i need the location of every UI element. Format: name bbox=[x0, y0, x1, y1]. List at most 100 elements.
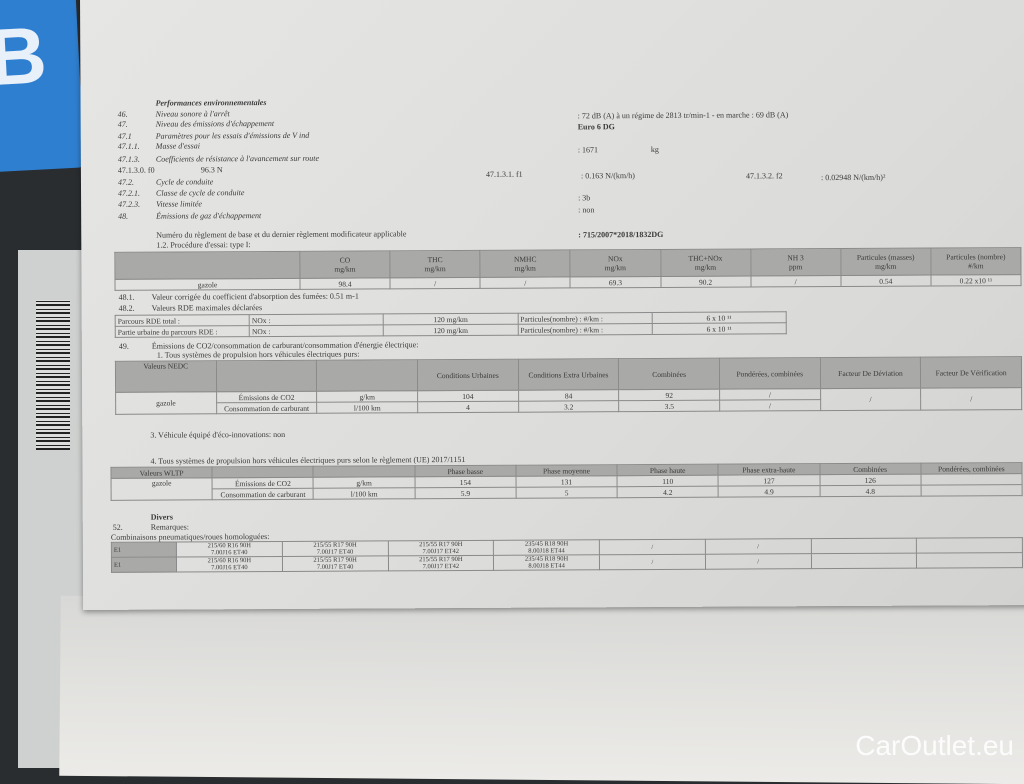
table-cell: 4.2 bbox=[617, 486, 719, 498]
section-title: Performances environnementales bbox=[155, 98, 267, 108]
table-cell: 126 bbox=[819, 474, 921, 486]
table-row: Partie urbaine du parcours RDE : NOx :120… bbox=[115, 322, 787, 338]
table-cell: Phase haute bbox=[617, 464, 719, 476]
table-cell: / bbox=[820, 388, 921, 411]
table-cell bbox=[313, 465, 415, 478]
table-cell: 131 bbox=[515, 475, 618, 488]
rde-table: Parcours RDE total : NOx :120 mg/km Partic… bbox=[115, 311, 787, 338]
table-cell: 120 mg/km bbox=[383, 313, 518, 325]
item-value: : non bbox=[578, 204, 595, 214]
table-cell bbox=[920, 484, 1023, 497]
table-cell: Valeurs NEDC bbox=[115, 360, 217, 393]
table-cell: Facteur De Déviation bbox=[820, 357, 921, 389]
item-label: Masse d'essai bbox=[155, 141, 200, 151]
table-cell: Conditions Urbaines bbox=[417, 359, 519, 391]
table-cell: 154 bbox=[414, 476, 516, 488]
table-cell: THC+NOx mg/km bbox=[660, 248, 751, 277]
item-label: Niveau des émissions d'échappement bbox=[155, 118, 275, 129]
table-cell: 6 x 10 ¹¹ bbox=[651, 311, 787, 324]
item-label: Paramètres pour les essais d'émissions d… bbox=[155, 130, 310, 141]
eco-innovations: 3. Véhicule équipé d'éco-innovations: no… bbox=[150, 429, 286, 440]
table-cell: 92 bbox=[618, 389, 720, 401]
regulation-value: : 715/2007*2018/1832DG bbox=[578, 229, 664, 240]
table-cell: 215/60 R16 90H 7.00J16 ET40 bbox=[176, 541, 283, 558]
co2-sub1: 1. Tous systèmes de propulsion hors véhi… bbox=[156, 349, 360, 360]
regulation-label: Numéro du règlement de base et du dernie… bbox=[156, 229, 407, 240]
table-cell: 235/45 R18 90H 8.00J18 ET44 bbox=[493, 554, 600, 571]
table-cell: 120 mg/km bbox=[383, 324, 518, 336]
table-cell: Parcours RDE total : bbox=[115, 314, 250, 327]
emissions-table: CO mg/km THC mg/km NMHC mg/km NOx mg/km THC+… bbox=[114, 247, 1022, 291]
item-number: 47.1.1. bbox=[117, 141, 140, 151]
table-cell: E1 bbox=[111, 542, 177, 558]
item-label: Cycle de conduite bbox=[155, 177, 214, 187]
table-cell: / bbox=[719, 388, 821, 401]
table-cell: Combinées bbox=[819, 463, 921, 475]
table-cell: 215/60 R16 90H 7.00J16 ET40 bbox=[176, 556, 283, 573]
table-cell: g/km bbox=[313, 476, 415, 489]
item-number: 46. bbox=[117, 109, 128, 119]
table-cell: 5 bbox=[515, 486, 618, 499]
item-number: 47.1 bbox=[117, 131, 132, 141]
table-cell: Particules (nombre) #/km bbox=[930, 247, 1021, 276]
table-cell: Facteur De Vérification bbox=[920, 356, 1022, 389]
table-cell: Phase extra-haute bbox=[718, 463, 820, 476]
table-cell: Particules (masses) mg/km bbox=[840, 248, 931, 276]
f2-value: : 0.02948 N/(km/h)² bbox=[820, 172, 886, 183]
item-number: 47.2.1. bbox=[118, 188, 141, 198]
table-cell: Consommation de carburant bbox=[216, 402, 318, 414]
item-value: : 72 dB (A) à un régime de 2813 tr/min-1… bbox=[577, 110, 789, 121]
table-cell: 215/55 R17 90H 7.00J17 ET40 bbox=[282, 555, 389, 572]
table-cell: 4.8 bbox=[819, 485, 921, 497]
table-cell: gazole bbox=[111, 477, 213, 501]
wltp-table: Valeurs WLTP Phase basse Phase moyenne Phas… bbox=[110, 462, 1023, 501]
table-cell: 104 bbox=[417, 390, 519, 402]
item-label: Émissions de gaz d'échappement bbox=[156, 211, 262, 221]
table-cell: 5.9 bbox=[414, 487, 517, 499]
table-cell: / bbox=[599, 554, 706, 570]
table-cell: l/100 km bbox=[313, 487, 415, 500]
table-cell: CO mg/km bbox=[299, 250, 391, 279]
table-cell: gazole bbox=[115, 391, 217, 415]
co2-num: 49. bbox=[118, 341, 129, 351]
table-cell: 98.4 bbox=[299, 277, 391, 290]
item-label: Niveau sonore à l'arrêt bbox=[155, 109, 230, 119]
table-cell: / bbox=[705, 538, 811, 555]
table-cell: 0.54 bbox=[840, 275, 931, 287]
table-cell: / bbox=[599, 539, 706, 555]
table-cell: THC mg/km bbox=[389, 250, 481, 278]
table-cell: / bbox=[390, 277, 481, 289]
rde-title: Valeurs RDE maximales déclarées bbox=[151, 303, 263, 313]
table-cell: Phase moyenne bbox=[515, 464, 618, 477]
item-number: 47. bbox=[117, 119, 128, 129]
table-cell: / bbox=[705, 553, 812, 570]
table-cell: 127 bbox=[718, 474, 820, 487]
table-cell bbox=[810, 553, 917, 569]
smoke-text: Valeur corrigée du coefficient d'absorpt… bbox=[151, 291, 359, 302]
table-cell: Combinées bbox=[618, 358, 720, 390]
table-cell: NOx mg/km bbox=[570, 249, 661, 277]
table-cell bbox=[916, 537, 1023, 554]
table-cell: / bbox=[750, 275, 841, 287]
document-page: Performances environnementales 46. Niveau… bbox=[80, 0, 1024, 610]
table-cell: g/km bbox=[316, 390, 418, 403]
tyres-table: E1 215/60 R16 90H 7.00J16 ET40 215/55 R17 … bbox=[111, 537, 1023, 573]
remarks-num: 52. bbox=[112, 522, 123, 532]
item-number: 47.1.3. bbox=[117, 154, 140, 164]
smoke-num: 48.1. bbox=[118, 292, 135, 302]
f1-label: 47.1.3.1. f1 bbox=[485, 169, 523, 179]
table-cell: Pondérées, combinées bbox=[719, 357, 821, 390]
table-cell: Pondérées, combinées bbox=[920, 462, 1023, 475]
table-cell: gazole bbox=[114, 278, 301, 291]
table-cell: NOx : bbox=[249, 313, 384, 326]
item-value: Euro 6 DG bbox=[577, 121, 615, 131]
item-number: 47.2. bbox=[117, 177, 135, 187]
f2-label: 47.1.3.2. f2 bbox=[745, 171, 783, 181]
table-cell bbox=[216, 360, 317, 392]
table-cell: Phase basse bbox=[414, 465, 516, 477]
table-cell: 69.3 bbox=[570, 276, 661, 288]
table-cell: 3.5 bbox=[618, 400, 720, 412]
table-cell: 3.2 bbox=[518, 400, 619, 413]
table-cell: 110 bbox=[617, 475, 719, 487]
remarks-label: Remarques: bbox=[150, 522, 190, 532]
